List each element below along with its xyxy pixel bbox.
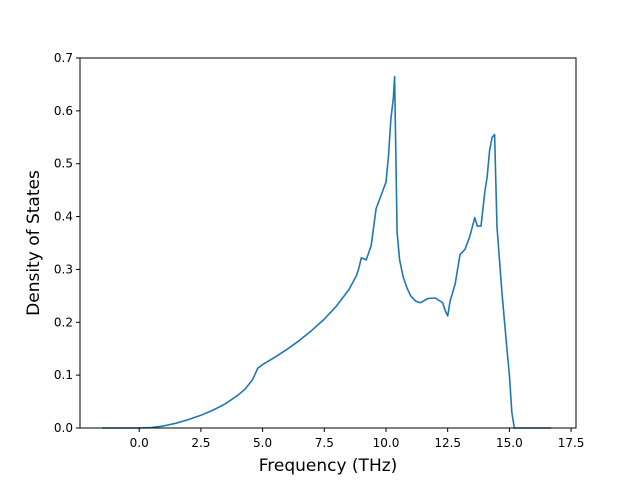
x-tick-label: 10.0 (373, 436, 400, 450)
series-line (102, 75, 552, 429)
y-tick-label: 0.0 (54, 421, 73, 435)
x-tick-label: 15.0 (496, 436, 523, 450)
y-tick-label: 0.6 (54, 104, 73, 118)
x-tick-label: 2.5 (191, 436, 210, 450)
x-tick-label: 12.5 (434, 436, 461, 450)
plot-area (80, 58, 576, 428)
x-tick-label: 7.5 (315, 436, 334, 450)
x-tick-label: 0.0 (130, 436, 149, 450)
y-tick-label: 0.7 (54, 51, 73, 65)
series-layer (102, 75, 552, 429)
y-tick-label: 0.3 (54, 262, 73, 276)
x-tick-label: 17.5 (558, 436, 585, 450)
y-axis-label: Density of States (24, 170, 44, 316)
y-tick-label: 0.1 (54, 368, 73, 382)
y-tick-label: 0.5 (54, 157, 73, 171)
x-axis-label: Frequency (THz) (259, 456, 398, 476)
plot-frame (79, 57, 577, 429)
y-axis-ticks: 0.0 0.1 0.2 0.3 0.4 0.5 0.6 0.7 (54, 51, 80, 435)
y-tick-label: 0.2 (54, 315, 73, 329)
x-axis-ticks: 0.0 2.5 5.0 7.5 10.0 12.5 15.0 17.5 (130, 428, 585, 450)
x-tick-label: 5.0 (253, 436, 272, 450)
y-tick-label: 0.4 (54, 210, 73, 224)
